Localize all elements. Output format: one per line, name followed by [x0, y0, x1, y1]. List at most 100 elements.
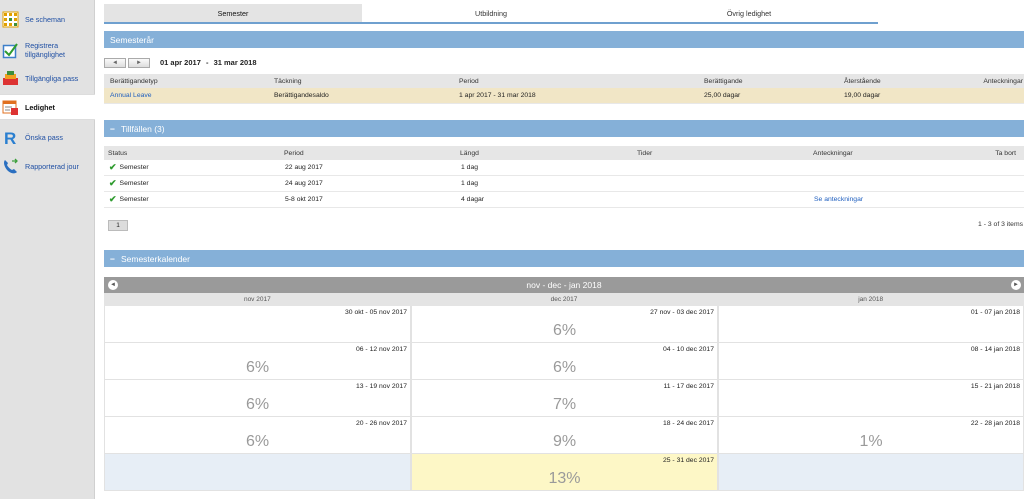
year-range: 01 apr 2017 - 31 mar 2018: [160, 58, 257, 67]
week-range: 04 - 10 dec 2017: [662, 346, 714, 353]
week-range: 18 - 24 dec 2017: [662, 420, 714, 427]
week-percentage: 6%: [245, 396, 270, 413]
checkbox-icon: [2, 42, 19, 59]
week-percentage: 6%: [552, 359, 577, 376]
calendar-week-cell[interactable]: 18 - 24 dec 2017 9%: [411, 417, 718, 454]
week-percentage: 1%: [859, 433, 883, 450]
calendar-week-cell[interactable]: 15 - 21 jan 2018: [718, 380, 1024, 417]
calendar-week-cell[interactable]: 25 - 31 dec 2017 13%: [411, 454, 718, 491]
sidebar-item-label: Ledighet: [25, 102, 55, 112]
col-length: Längd: [460, 149, 479, 157]
remaining-value: 19,00 dagar: [844, 92, 881, 99]
calendar-prev-icon[interactable]: ◄: [108, 280, 118, 290]
table-row[interactable]: ✔ Semester 24 aug 2017 1 dag: [104, 176, 1024, 192]
calendar-week-cell[interactable]: 20 - 26 nov 2017 6%: [104, 417, 411, 454]
collapse-icon[interactable]: −: [110, 123, 115, 134]
range-from: 01 apr 2017: [160, 58, 201, 67]
sidebar-item-onska-pass[interactable]: R Önska pass: [0, 127, 95, 148]
range-to: 31 mar 2018: [213, 58, 257, 67]
status-cell: ✔ Semester: [109, 176, 149, 191]
entitlement-table: Berättigandetyp Täckning Period Berättig…: [104, 74, 1024, 104]
period-value: 1 apr 2017 - 31 mar 2018: [459, 92, 536, 99]
tab-ovrig-ledighet[interactable]: Övrig ledighet: [620, 4, 878, 22]
occasions-table: Status Period Längd Tider Anteckningar T…: [104, 146, 1024, 208]
status-label: Semester: [119, 164, 149, 171]
tab-utbildning[interactable]: Utbildning: [362, 4, 620, 22]
week-range: 25 - 31 dec 2017: [662, 457, 714, 464]
calendar-week-cell: [718, 454, 1024, 491]
sidebar-item-ledighet[interactable]: Ledighet: [0, 94, 95, 120]
year-navigation: ◄ ► 01 apr 2017 - 31 mar 2018: [104, 57, 257, 68]
col-type: Berättigandetyp: [110, 77, 158, 85]
collapse-icon[interactable]: −: [110, 253, 115, 264]
entitled-value: 25,00 dagar: [704, 92, 741, 99]
kalender-header[interactable]: − Semesterkalender: [104, 250, 1024, 267]
col-coverage: Täckning: [274, 77, 302, 85]
coverage-value: Berättigandesaldo: [274, 92, 329, 99]
period-cell: 24 aug 2017: [285, 180, 323, 187]
prev-year-button[interactable]: ◄: [104, 57, 126, 68]
table-row[interactable]: Annual Leave Berättigandesaldo 1 apr 201…: [104, 88, 1024, 104]
col-remove: Ta bort: [995, 149, 1016, 157]
week-range: 11 - 17 dec 2017: [663, 383, 714, 390]
period-cell: 5-8 okt 2017: [285, 196, 323, 203]
week-range: 01 - 07 jan 2018: [970, 309, 1020, 316]
calendar-week-cell[interactable]: 04 - 10 dec 2017 6%: [411, 343, 718, 380]
range-separator: -: [205, 58, 209, 67]
week-percentage: 6%: [245, 433, 270, 450]
see-notes-link[interactable]: Se anteckningar: [814, 196, 864, 203]
sidebar-item-label: Registrera tillgänglighet: [25, 41, 65, 59]
pager-page-button[interactable]: 1: [108, 220, 128, 231]
checkmark-icon: ✔: [109, 194, 117, 204]
table-header: Berättigandetyp Täckning Period Berättig…: [104, 74, 1024, 88]
sidebar-item-se-scheman[interactable]: Se scheman: [0, 9, 95, 29]
calendar-next-icon[interactable]: ►: [1011, 280, 1021, 290]
calendar-week-cell[interactable]: 11 - 17 dec 2017 7%: [411, 380, 718, 417]
phone-icon: [2, 158, 19, 175]
calendar-week-cell[interactable]: 22 - 28 jan 2018 1%: [718, 417, 1024, 454]
sidebar-item-label: Tillgängliga pass: [25, 73, 79, 83]
col-status: Status: [108, 149, 128, 157]
sidebar-item-rapporterad-jour[interactable]: Rapporterad jour: [0, 156, 95, 176]
calendar-week-cell[interactable]: 08 - 14 jan 2018: [718, 343, 1024, 380]
calendar-range-bar: ◄ nov - dec - jan 2018 ►: [104, 277, 1024, 293]
week-range: 06 - 12 nov 2017: [355, 346, 407, 353]
calendar-week-cell[interactable]: 27 nov - 03 dec 2017 6%: [411, 306, 718, 343]
calendar-week-cell[interactable]: 30 okt - 05 nov 2017: [104, 306, 411, 343]
checkmark-icon: ✔: [109, 178, 117, 188]
col-period: Period: [459, 77, 479, 85]
week-range: 22 - 28 jan 2018: [970, 420, 1020, 427]
tab-semester[interactable]: Semester: [104, 4, 362, 22]
length-cell: 4 dagar: [461, 196, 485, 203]
col-period: Period: [284, 149, 304, 157]
week-percentage: 6%: [552, 322, 577, 339]
col-remaining: Återstående: [844, 77, 881, 85]
pager-info: 1 - 3 of 3 items: [978, 221, 1023, 228]
sidebar-item-tillgangliga-pass[interactable]: Tillgängliga pass: [0, 68, 95, 88]
week-range: 20 - 26 nov 2017: [355, 420, 407, 427]
table-row[interactable]: ✔ Semester 22 aug 2017 1 dag: [104, 160, 1024, 176]
calendar-week-cell[interactable]: 01 - 07 jan 2018: [718, 306, 1024, 343]
next-year-button[interactable]: ►: [128, 57, 150, 68]
table-header: Status Period Längd Tider Anteckningar T…: [104, 146, 1024, 160]
calendar-week-cell[interactable]: 13 - 19 nov 2017 6%: [104, 380, 411, 417]
col-entitled: Berättigande: [704, 77, 743, 85]
calendar-week-cell[interactable]: 06 - 12 nov 2017 6%: [104, 343, 411, 380]
calendar-leave-icon: [2, 99, 19, 116]
status-cell: ✔ Semester: [109, 160, 149, 175]
main-content: Semester Utbildning Övrig ledighet Semes…: [104, 0, 1024, 499]
tillfallen-header[interactable]: − Tillfällen (3): [104, 120, 1024, 137]
status-label: Semester: [119, 196, 149, 203]
status-label: Semester: [119, 180, 149, 187]
month-label: jan 2018: [858, 296, 884, 303]
length-cell: 1 dag: [461, 164, 479, 171]
table-row[interactable]: ✔ Semester 5-8 okt 2017 4 dagar Se anteck…: [104, 192, 1024, 208]
calendar-range-title: nov - dec - jan 2018: [526, 280, 602, 290]
week-range: 08 - 14 jan 2018: [970, 346, 1020, 353]
checkmark-icon: ✔: [109, 162, 117, 172]
kalender-title: Semesterkalender: [120, 253, 190, 264]
shifts-icon: [2, 70, 19, 87]
entitlement-type-link[interactable]: Annual Leave: [110, 92, 152, 99]
sidebar-item-registrera-tillganglighet[interactable]: Registrera tillgänglighet: [0, 39, 95, 61]
request-r-icon: R: [2, 129, 19, 148]
